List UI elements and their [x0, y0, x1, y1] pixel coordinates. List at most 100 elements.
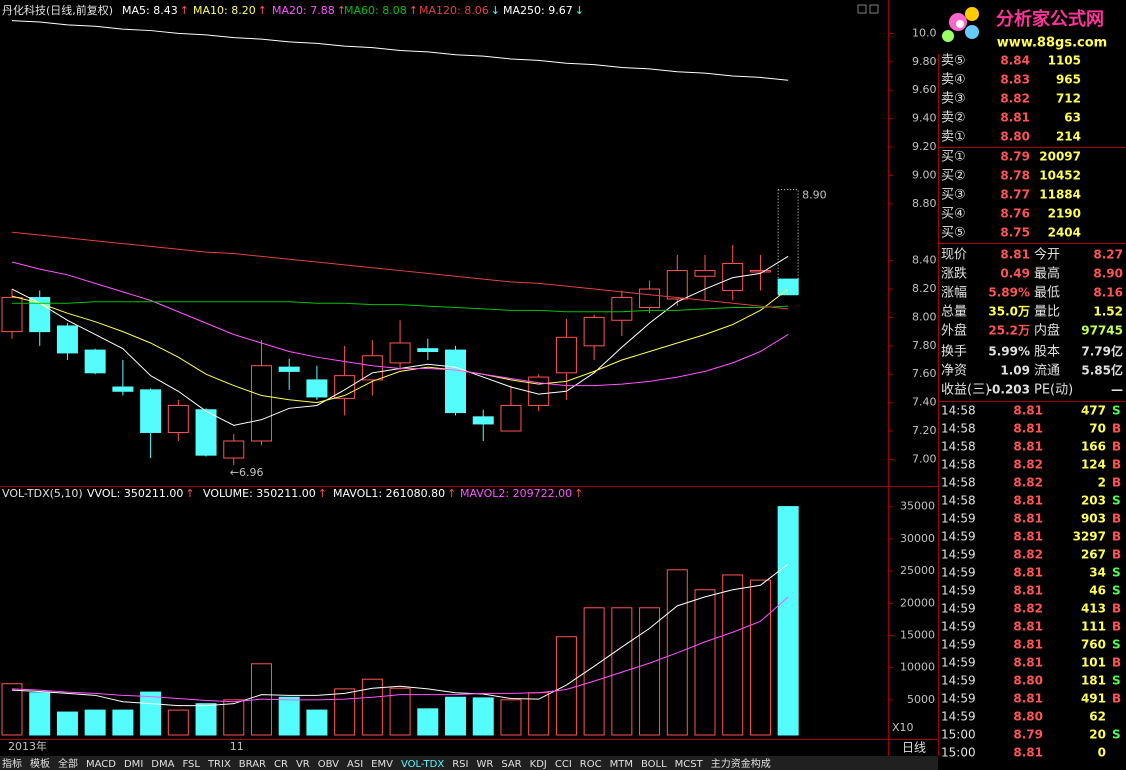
stat-label: 内盘: [1034, 323, 1060, 339]
indicator-tab[interactable]: RSI: [452, 759, 468, 770]
stat-value: 1.09: [1000, 364, 1030, 378]
window-button[interactable]: [857, 4, 867, 14]
trade-volume: 34: [1089, 566, 1106, 580]
trade-volume: 62: [1089, 710, 1106, 724]
book-volume: 712: [1056, 92, 1081, 106]
candle-body: [417, 348, 439, 353]
stat-value: 8.81: [1000, 248, 1030, 262]
candle-body: [250, 365, 272, 442]
indicator-tab[interactable]: EMV: [371, 759, 393, 770]
legend-entry: MA250: 9.67: [503, 4, 573, 17]
volume-bar: [223, 699, 245, 736]
volume-bar: [389, 687, 411, 736]
trade-volume: 70: [1089, 422, 1106, 436]
y-tick-label: 8.40: [912, 254, 937, 267]
trade-time: 14:59: [941, 674, 976, 688]
indicator-tab[interactable]: ASI: [347, 759, 363, 770]
stat-label: 今开: [1034, 247, 1060, 263]
indicator-tab[interactable]: DMA: [151, 759, 174, 770]
trade-time: 14:59: [941, 548, 976, 562]
stat-label: 涨跌: [941, 266, 967, 282]
trade-volume: 20: [1089, 728, 1106, 742]
trade-volume: 760: [1081, 638, 1106, 652]
trade-volume: 111: [1081, 620, 1106, 634]
stat-value: 35.0万: [988, 305, 1030, 319]
book-volume: 1105: [1048, 54, 1081, 68]
volume-bar: [56, 711, 78, 736]
candle-body: [1, 297, 23, 333]
trade-time: 14:59: [941, 566, 976, 580]
legend-trend: ↓: [491, 4, 500, 17]
trade-price: 8.81: [1013, 512, 1043, 526]
candle-body: [361, 355, 383, 381]
indicator-tab[interactable]: ROC: [580, 759, 602, 770]
volume-bar: [611, 607, 633, 736]
trade-time: 14:59: [941, 620, 976, 634]
indicator-tab[interactable]: CCI: [555, 759, 572, 770]
indicator-tab[interactable]: SAR: [501, 759, 521, 770]
y-tick-label: 7.60: [912, 367, 937, 380]
trade-time: 14:58: [941, 494, 976, 508]
indicator-tab[interactable]: BOLL: [641, 759, 667, 770]
candle-body: [29, 297, 51, 333]
indicator-tab[interactable]: MCST: [675, 759, 704, 770]
indicator-tab[interactable]: KDJ: [530, 759, 547, 770]
indicator-tab[interactable]: VOL-TDX: [401, 759, 444, 770]
y-tick-label: 25000: [900, 564, 935, 577]
legend-trend: ↑: [337, 4, 346, 17]
book-volume: 63: [1064, 111, 1081, 125]
volume-bar: [1, 683, 23, 736]
y-tick-label: 7.00: [912, 452, 937, 465]
candle-body: [140, 389, 162, 433]
indicator-tab[interactable]: CR: [274, 759, 288, 770]
trade-side: S: [1112, 404, 1121, 418]
indicator-tab[interactable]: TRIX: [207, 759, 231, 770]
volume-bar: [361, 678, 383, 736]
stat-label: 总量: [941, 305, 967, 320]
indicator-tab[interactable]: VR: [296, 759, 310, 770]
y-tick-label: 7.20: [912, 424, 937, 437]
indicator-tab[interactable]: 全部: [58, 757, 78, 770]
candle-body: [777, 278, 799, 296]
stat-value: 5.85亿: [1081, 363, 1123, 378]
indicator-tab[interactable]: FSL: [182, 759, 200, 770]
ma-line: [11, 231, 789, 310]
book-volume: 2404: [1048, 226, 1081, 240]
trade-time: 14:59: [941, 638, 976, 652]
y-tick-label: 9.80: [912, 55, 937, 68]
trade-side: B: [1112, 476, 1121, 490]
candle-body: [223, 440, 245, 459]
trade-price: 8.82: [1013, 458, 1043, 472]
trade-volume: 477: [1081, 404, 1106, 418]
stat-label: 净资: [941, 364, 967, 379]
indicator-tab[interactable]: MTM: [610, 759, 633, 770]
indicator-tab[interactable]: OBV: [318, 759, 339, 770]
trade-price: 8.81: [1013, 566, 1043, 580]
y-tick-label: 7.80: [912, 339, 937, 352]
candle-body: [56, 325, 78, 354]
indicator-tab[interactable]: DMI: [124, 759, 143, 770]
y-tick-label: 9.00: [912, 168, 937, 181]
book-volume: 2190: [1048, 207, 1081, 221]
indicator-tab[interactable]: WR: [476, 759, 493, 770]
indicator-tab[interactable]: 模板: [30, 757, 50, 770]
window-button[interactable]: [869, 4, 879, 14]
indicator-tab[interactable]: MACD: [86, 759, 116, 770]
trade-side: S: [1112, 728, 1121, 742]
trade-side: B: [1112, 692, 1121, 706]
indicator-tab[interactable]: BRAR: [239, 759, 266, 770]
stat-value: 1.52: [1093, 305, 1123, 319]
legend-entry: MA10: 8.20: [193, 4, 256, 17]
indicator-tab[interactable]: 主力资金构成: [711, 757, 771, 770]
indicator-tab[interactable]: 指标: [2, 757, 22, 770]
book-volume: 10452: [1039, 169, 1081, 183]
candle-body: [666, 270, 688, 300]
book-label: 卖②: [941, 111, 966, 126]
book-price: 8.75: [1000, 226, 1030, 240]
volume-bar: [445, 696, 467, 736]
candle-body: [389, 342, 411, 364]
book-price: 8.79: [1000, 150, 1030, 164]
logo-url: www.88gs.com: [997, 36, 1107, 51]
y-tick-label: 20000: [900, 596, 935, 609]
